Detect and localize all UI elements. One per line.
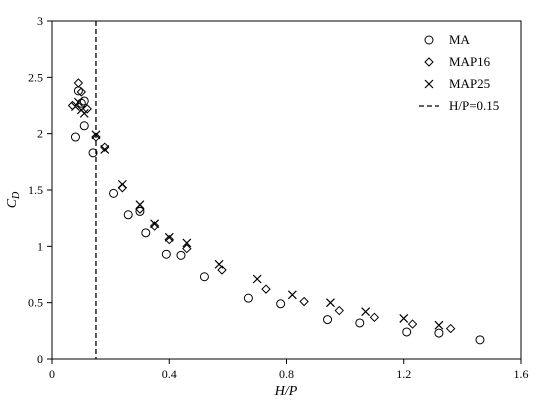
map25-point: [100, 145, 110, 154]
map25-point: [434, 320, 444, 330]
legend-label-map25: MAP25: [449, 76, 490, 91]
legend-marker-map25: [424, 79, 434, 89]
legend: MA MAP16 MAP25 H/P=0.15: [419, 32, 499, 113]
map25-point: [117, 179, 127, 189]
map16-point: [261, 284, 271, 294]
ticks: 0 0.4 0.8 1.2 1.6 0 0.5 1 1.5 2 2.5 3: [28, 14, 529, 381]
map25-point: [399, 314, 409, 323]
map16-point: [407, 319, 418, 329]
x-tick-label: 1.6: [514, 367, 529, 381]
map16-point: [149, 221, 160, 231]
ma-point: [243, 293, 253, 303]
ma-point: [70, 132, 80, 142]
ma-point: [141, 228, 151, 238]
y-tick-label: 1.5: [28, 183, 43, 197]
ma-point: [109, 188, 119, 198]
map25-point: [182, 238, 192, 248]
ma-point: [323, 315, 333, 325]
map25-point: [79, 108, 89, 118]
ma-point: [79, 121, 89, 131]
plot-frame: [51, 20, 522, 360]
legend-label-reference-line: H/P=0.15: [449, 98, 499, 113]
y-axis-label-main: C: [5, 198, 20, 208]
x-tick-label: 1.2: [396, 367, 411, 381]
x-tick-label: 0: [49, 367, 55, 381]
map25-point: [150, 219, 160, 229]
map16-point: [73, 78, 84, 88]
ma-point: [402, 327, 412, 337]
legend-marker-map16: [424, 57, 434, 67]
map25-point: [287, 290, 297, 300]
y-tick-label: 0.5: [28, 296, 43, 310]
map16-point: [182, 243, 192, 254]
legend-label-map16: MAP16: [449, 54, 491, 69]
axes: [51, 20, 522, 360]
y-tick-label: 2: [37, 127, 43, 141]
map25-point: [135, 200, 145, 210]
ma-point: [123, 210, 133, 220]
ma-point: [434, 328, 444, 338]
legend-label-ma: MA: [449, 32, 471, 47]
x-tick-label: 0.4: [162, 367, 177, 381]
data-points: [67, 78, 485, 345]
y-tick-label: 2.5: [28, 70, 43, 84]
map25-point: [326, 298, 335, 308]
map25-point: [71, 102, 80, 112]
y-tick-label: 3: [37, 14, 43, 28]
map25-point: [73, 97, 83, 107]
map25-point: [164, 232, 174, 242]
ma-point: [161, 249, 171, 259]
x-axis-label: H/P: [274, 384, 298, 399]
legend-marker-ma: [424, 35, 434, 45]
x-tick-label: 0.8: [279, 367, 294, 381]
map16-point: [334, 305, 344, 316]
map25-point: [252, 274, 262, 284]
ma-point: [135, 206, 145, 216]
ma-point: [475, 335, 485, 345]
y-axis-label: CD: [5, 191, 22, 208]
ma-point: [176, 250, 186, 260]
map16-point: [91, 132, 101, 142]
map25-point: [91, 130, 101, 140]
map16-point: [299, 296, 309, 307]
y-tick-label: 1: [37, 239, 43, 253]
ma-point: [88, 148, 98, 158]
map16-point: [100, 142, 110, 152]
map16-point: [369, 312, 380, 323]
map16-point: [445, 323, 456, 334]
ma-point: [276, 299, 286, 309]
y-tick-label: 0: [37, 352, 43, 366]
map25-point: [214, 259, 224, 269]
ma-point: [199, 272, 209, 282]
y-axis-label-sub: D: [11, 191, 22, 200]
map16-point: [164, 234, 174, 245]
ma-point: [355, 318, 365, 328]
map16-point: [217, 265, 227, 275]
map25-point: [361, 307, 371, 317]
map16-point: [76, 87, 87, 97]
